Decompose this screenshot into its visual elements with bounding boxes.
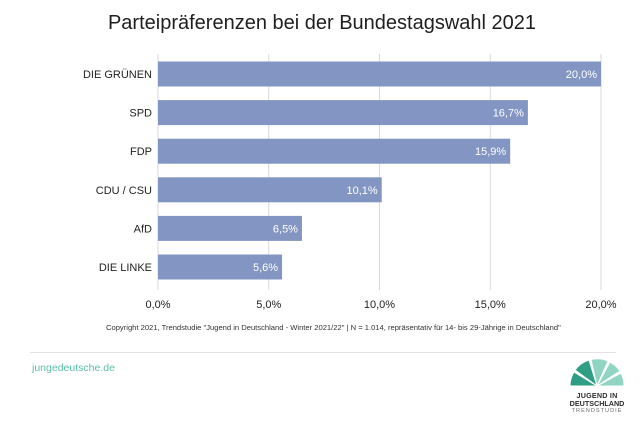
labels: 0,0% 5,0% 10,0% 15,0% 20,0% 20,0% DIE GRÜNEN 16…: [83, 69, 617, 311]
chart-title: Parteipräferenzen bei der Bundestagswahl…: [107, 12, 537, 34]
logo-wedge: [596, 361, 621, 387]
category-label: DIE LINKE: [99, 262, 152, 274]
bar-value-label: 5,6%: [253, 262, 278, 274]
logo-wedge: [590, 358, 609, 388]
category-label: AfD: [134, 223, 152, 235]
bar: [158, 138, 511, 164]
bar-value-label: 16,7%: [493, 108, 524, 120]
bars: [158, 61, 601, 280]
jugend-in-deutschland-logo: JUGEND IN DEUTSCHLAND TRENDSTUDIE: [556, 358, 638, 418]
bar: [158, 100, 528, 126]
x-tick-label: 0,0%: [145, 299, 170, 311]
logo-text-line2: DEUTSCHLAND: [569, 399, 625, 408]
category-label: SPD: [129, 108, 152, 120]
footer-divider: [30, 352, 616, 353]
x-tick-label: 15,0%: [475, 299, 506, 311]
bar: [158, 177, 382, 203]
x-tick-label: 5,0%: [256, 299, 281, 311]
logo-fan-icon: [569, 358, 625, 388]
logo-text-line3: TRENDSTUDIE: [571, 408, 623, 414]
bar: [158, 254, 283, 280]
logo-wedge: [596, 372, 625, 387]
gridlines: [157, 54, 602, 290]
copyright-footnote: Copyright 2021, Trendstudie "Jugend in D…: [106, 323, 561, 332]
x-tick-label: 20,0%: [585, 299, 616, 311]
bar-value-label: 20,0%: [566, 69, 597, 81]
logo-wedge: [574, 359, 598, 388]
category-label: DIE GRÜNEN: [83, 69, 152, 81]
website-link[interactable]: jungedeutsche.de: [32, 362, 115, 374]
logo-wedge: [569, 371, 599, 387]
bar: [158, 61, 601, 87]
bar: [158, 215, 302, 241]
logo-text-line1: JUGEND IN: [576, 391, 618, 400]
category-label: FDP: [130, 146, 152, 158]
bar-value-label: 15,9%: [475, 146, 506, 158]
bar-value-label: 6,5%: [273, 223, 298, 235]
x-tick-label: 10,0%: [364, 299, 395, 311]
category-label: CDU / CSU: [96, 185, 152, 197]
bar-value-label: 10,1%: [347, 185, 378, 197]
